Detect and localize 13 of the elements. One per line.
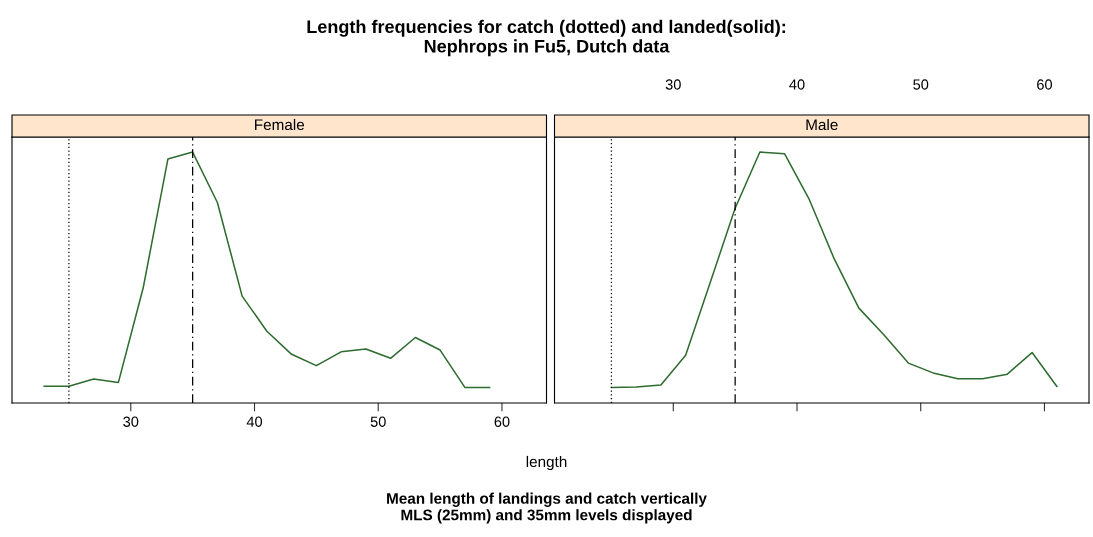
- x-tick-label: 60: [494, 416, 510, 427]
- x-tick-label: 40: [246, 416, 263, 427]
- text: Length frequencies for catch (dotted) and landed(solid): Nephrops in Fu5, Dutch data: [307, 19, 786, 57]
- x-tick-label: 50: [370, 416, 386, 427]
- chart-title: Female: [255, 118, 305, 131]
- x-tick-label: 30: [123, 416, 139, 427]
- text: Mean length of landings and catch vertically MLS (25mm) and 35mm levels displayed: [387, 492, 707, 524]
- x-tick-label: 30: [665, 79, 681, 90]
- x-tick-label: 60: [1037, 79, 1052, 90]
- x-axis-title: length: [526, 455, 567, 471]
- chart-title: Male: [806, 118, 838, 131]
- x-tick-label: 40: [789, 79, 805, 90]
- x-tick-label: 50: [913, 79, 929, 90]
